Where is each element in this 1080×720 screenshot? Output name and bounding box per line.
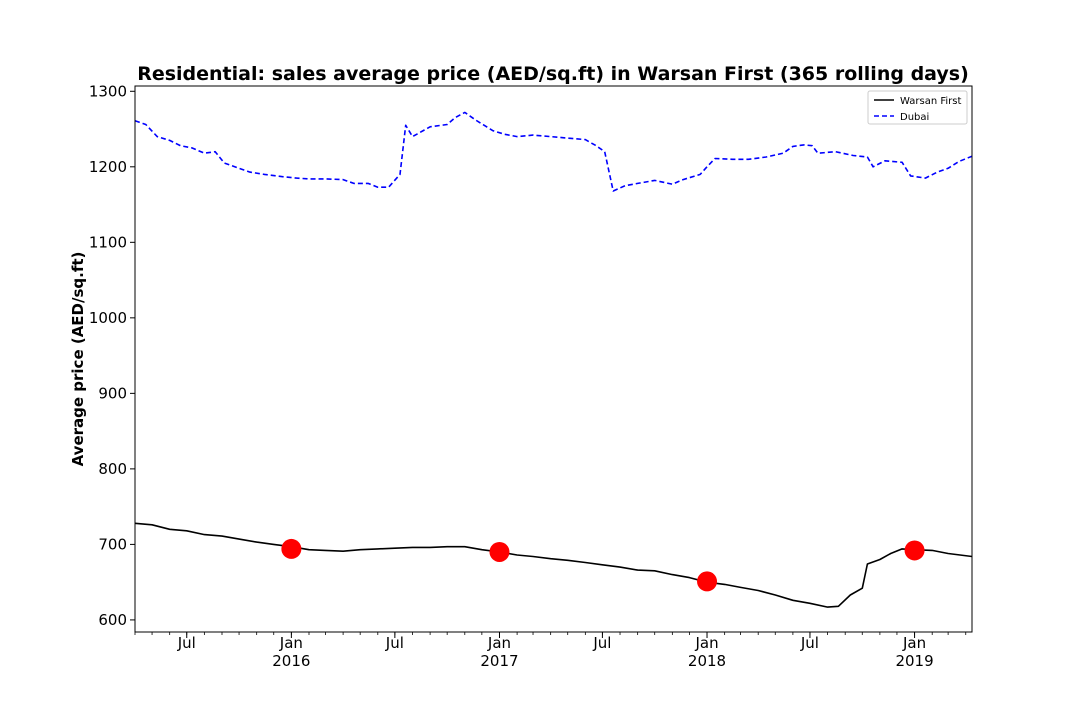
y-tick-label: 700 — [98, 535, 127, 553]
x-tick-label: Jan — [487, 634, 511, 652]
y-tick-label: 600 — [98, 611, 127, 629]
highlight-marker — [281, 538, 302, 559]
highlight-marker — [489, 541, 510, 562]
x-tick-year-label: 2016 — [272, 652, 310, 670]
series-line-dubai — [134, 111, 973, 192]
plot-frame — [134, 85, 973, 633]
x-tick-label: Jul — [800, 634, 819, 652]
x-tick-label: Jan — [694, 634, 718, 652]
highlight-marker — [697, 571, 718, 592]
series-line-warsan-first — [134, 522, 973, 608]
x-tick-label: Jul — [385, 634, 404, 652]
x-tick-label: Jul — [177, 634, 196, 652]
x-tick-label: Jul — [592, 634, 611, 652]
legend-label-dubai: Dubai — [900, 112, 929, 123]
y-tick-label: 1100 — [89, 233, 127, 251]
marker-layer — [281, 538, 925, 592]
x-tick-year-label: 2017 — [480, 652, 518, 670]
y-axis: 600 700 800 900 1000 1100 1200 1300 — [89, 82, 135, 629]
x-tick-label: Jan — [902, 634, 926, 652]
y-tick-label: 900 — [98, 384, 127, 402]
legend: Warsan First Dubai — [867, 90, 968, 125]
chart-title: Residential: sales average price (AED/sq… — [137, 63, 969, 85]
y-axis-label: Average price (AED/sq.ft) — [69, 252, 87, 467]
x-tick-label: Jan — [279, 634, 303, 652]
x-tick-year-label: 2018 — [688, 652, 726, 670]
y-tick-label: 1200 — [89, 158, 127, 176]
series-layer — [134, 111, 973, 608]
x-tick-year-label: 2019 — [895, 652, 933, 670]
y-tick-label: 1000 — [89, 309, 127, 327]
y-tick-label: 1300 — [89, 82, 127, 100]
highlight-marker — [904, 540, 925, 561]
y-tick-label: 800 — [98, 460, 127, 478]
legend-label-warsan-first: Warsan First — [900, 96, 961, 107]
